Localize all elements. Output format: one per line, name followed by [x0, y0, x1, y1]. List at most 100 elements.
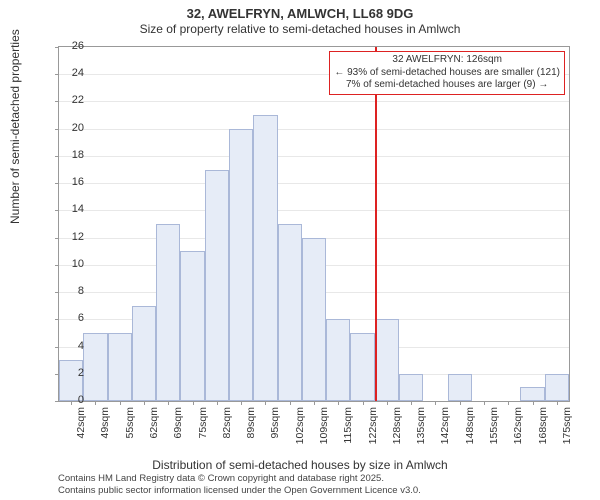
ytick-label: 0	[60, 394, 84, 406]
ytick-label: 16	[60, 176, 84, 188]
xtick-mark	[484, 401, 485, 405]
histogram-bar	[375, 319, 399, 401]
xtick-mark	[265, 401, 266, 405]
xtick-mark	[290, 401, 291, 405]
histogram-bar	[108, 333, 132, 401]
ytick-mark	[55, 401, 59, 402]
xtick-mark	[363, 401, 364, 405]
histogram-bar	[180, 251, 204, 401]
annotation-line: 32 AWELFRYN: 126sqm	[334, 54, 560, 67]
xtick-label: 115sqm	[342, 407, 354, 457]
xtick-mark	[508, 401, 509, 405]
ytick-label: 8	[60, 285, 84, 297]
xtick-mark	[387, 401, 388, 405]
histogram-bar	[545, 374, 569, 401]
ytick-mark	[55, 156, 59, 157]
ytick-mark	[55, 129, 59, 130]
annotation-line: 7% of semi-detached houses are larger (9…	[334, 79, 560, 92]
xtick-label: 55sqm	[124, 407, 136, 457]
histogram-bar	[278, 224, 302, 401]
ytick-mark	[55, 265, 59, 266]
ytick-label: 22	[60, 94, 84, 106]
gridline	[59, 210, 569, 211]
histogram-bar	[302, 238, 326, 401]
ytick-label: 4	[60, 340, 84, 352]
ytick-mark	[55, 210, 59, 211]
histogram-bar	[83, 333, 107, 401]
xtick-mark	[144, 401, 145, 405]
ytick-label: 14	[60, 203, 84, 215]
xtick-mark	[460, 401, 461, 405]
annotation-box: 32 AWELFRYN: 126sqm← 93% of semi-detache…	[329, 51, 565, 95]
plot-area: 42sqm49sqm55sqm62sqm69sqm75sqm82sqm89sqm…	[58, 46, 570, 402]
ytick-label: 6	[60, 312, 84, 324]
credit-line-2: Contains public sector information licen…	[58, 485, 421, 496]
annotation-line: ← 93% of semi-detached houses are smalle…	[334, 67, 560, 80]
title-main: 32, AWELFRYN, AMLWCH, LL68 9DG	[0, 6, 600, 21]
chart-container: 32, AWELFRYN, AMLWCH, LL68 9DG Size of p…	[0, 0, 600, 500]
gridline	[59, 183, 569, 184]
xtick-label: 49sqm	[99, 407, 111, 457]
credits: Contains HM Land Registry data © Crown c…	[58, 473, 421, 496]
xtick-label: 128sqm	[391, 407, 403, 457]
gridline	[59, 156, 569, 157]
title-block: 32, AWELFRYN, AMLWCH, LL68 9DG Size of p…	[0, 0, 600, 36]
histogram-bar	[326, 319, 350, 401]
ytick-label: 10	[60, 258, 84, 270]
xtick-mark	[217, 401, 218, 405]
title-sub: Size of property relative to semi-detach…	[0, 22, 600, 36]
histogram-bar	[132, 306, 156, 401]
histogram-bar	[520, 387, 544, 401]
xtick-label: 168sqm	[537, 407, 549, 457]
xtick-label: 82sqm	[221, 407, 233, 457]
xtick-mark	[533, 401, 534, 405]
xtick-label: 89sqm	[245, 407, 257, 457]
ytick-mark	[55, 319, 59, 320]
ytick-mark	[55, 74, 59, 75]
histogram-bar	[448, 374, 472, 401]
xtick-label: 102sqm	[294, 407, 306, 457]
ytick-label: 2	[60, 367, 84, 379]
histogram-bar	[399, 374, 423, 401]
xtick-label: 142sqm	[439, 407, 451, 457]
ytick-label: 26	[60, 40, 84, 52]
xtick-mark	[168, 401, 169, 405]
xtick-label: 162sqm	[512, 407, 524, 457]
xtick-label: 148sqm	[464, 407, 476, 457]
reference-line	[375, 47, 377, 401]
xtick-label: 135sqm	[415, 407, 427, 457]
histogram-bar	[350, 333, 374, 401]
histogram-bar	[156, 224, 180, 401]
xtick-label: 42sqm	[75, 407, 87, 457]
ytick-mark	[55, 347, 59, 348]
histogram-bar	[229, 129, 253, 401]
x-axis-label: Distribution of semi-detached houses by …	[0, 458, 600, 472]
xtick-label: 109sqm	[318, 407, 330, 457]
xtick-label: 69sqm	[172, 407, 184, 457]
y-axis-label: Number of semi-detached properties	[8, 29, 22, 224]
xtick-label: 155sqm	[488, 407, 500, 457]
xtick-label: 122sqm	[367, 407, 379, 457]
xtick-mark	[338, 401, 339, 405]
xtick-mark	[557, 401, 558, 405]
gridline	[59, 101, 569, 102]
ytick-label: 12	[60, 231, 84, 243]
ytick-mark	[55, 101, 59, 102]
xtick-mark	[435, 401, 436, 405]
xtick-label: 62sqm	[148, 407, 160, 457]
histogram-bar	[253, 115, 277, 401]
credit-line-1: Contains HM Land Registry data © Crown c…	[58, 473, 421, 484]
xtick-mark	[193, 401, 194, 405]
ytick-label: 20	[60, 122, 84, 134]
xtick-mark	[120, 401, 121, 405]
xtick-mark	[314, 401, 315, 405]
ytick-mark	[55, 292, 59, 293]
xtick-label: 75sqm	[197, 407, 209, 457]
xtick-label: 95sqm	[269, 407, 281, 457]
ytick-label: 18	[60, 149, 84, 161]
xtick-mark	[95, 401, 96, 405]
ytick-mark	[55, 238, 59, 239]
xtick-mark	[241, 401, 242, 405]
ytick-label: 24	[60, 67, 84, 79]
ytick-mark	[55, 47, 59, 48]
